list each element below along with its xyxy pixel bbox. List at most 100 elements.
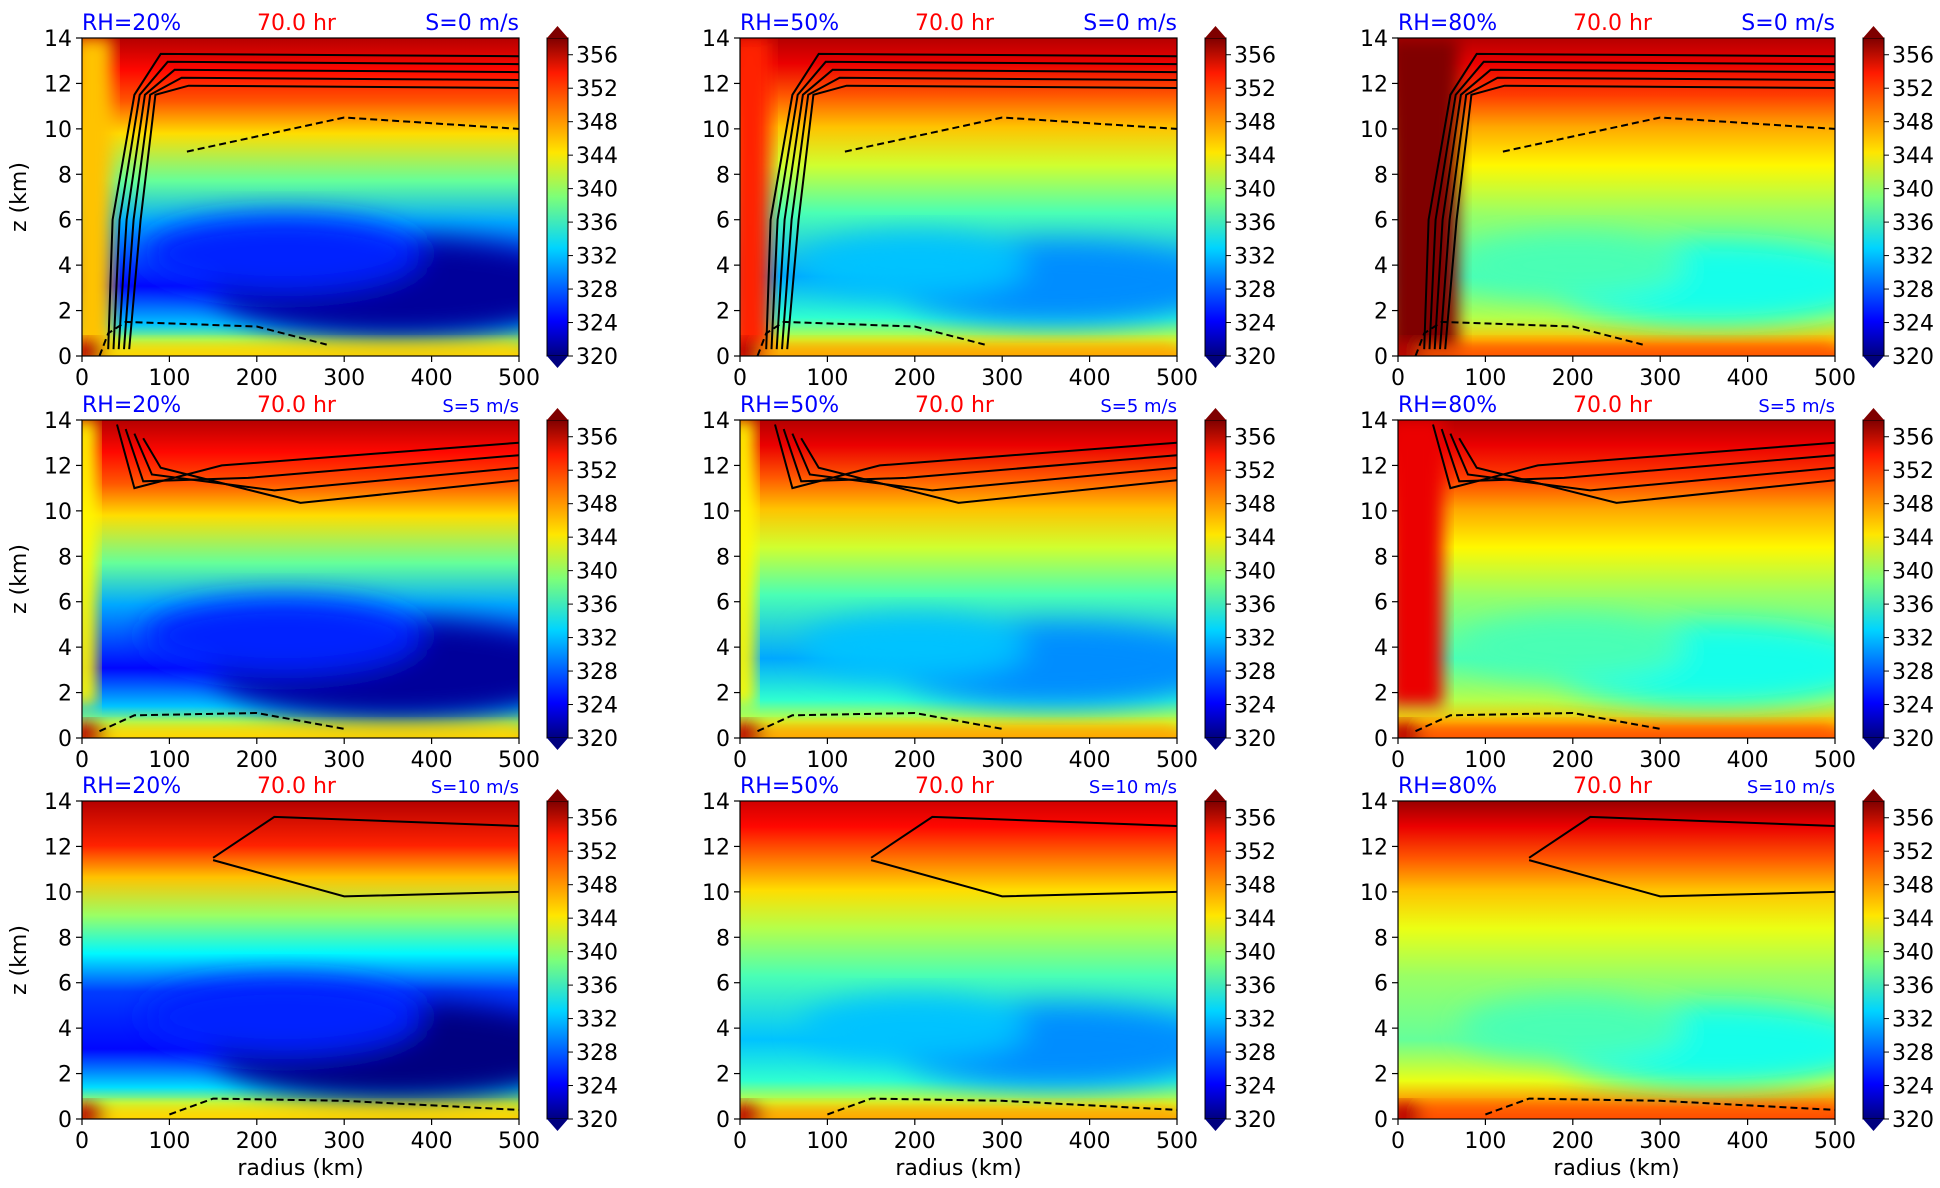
colorbar-tick-label: 348 bbox=[576, 493, 618, 518]
theta-e-field bbox=[82, 420, 519, 738]
y-tick-label: 0 bbox=[58, 345, 72, 370]
axes-frame bbox=[739, 37, 1178, 357]
x-tick-label: 500 bbox=[498, 1129, 540, 1154]
x-tick-label: 200 bbox=[1552, 366, 1594, 391]
y-tick-label: 10 bbox=[1360, 118, 1388, 143]
colorbar-tick-label: 344 bbox=[1892, 907, 1934, 932]
colorbar-tick-label: 332 bbox=[1234, 1008, 1276, 1033]
y-tick-label: 12 bbox=[702, 835, 730, 860]
y-tick-label: 8 bbox=[716, 926, 730, 951]
panel-rh80-s10: 0 100 200 300 400 500 0 2 4 6 8 10 12 14 RH=80% 70.0 hr… bbox=[1360, 774, 1934, 1181]
shear-label: S=0 m/s bbox=[1083, 11, 1177, 36]
theta-e-field bbox=[1398, 420, 1835, 738]
y-tick-label: 6 bbox=[58, 591, 72, 616]
colorbar-tick-label: 344 bbox=[1234, 526, 1276, 551]
panel-rh50-s10: 0 100 200 300 400 500 0 2 4 6 8 10 12 14 RH=50% 70.0 hr… bbox=[702, 774, 1276, 1181]
colorbar-tick-label: 348 bbox=[1892, 111, 1934, 136]
shear-label: S=0 m/s bbox=[425, 11, 519, 36]
x-tick-label: 500 bbox=[1814, 748, 1856, 773]
rh-label: RH=50% bbox=[740, 11, 839, 36]
x-tick-label: 300 bbox=[1639, 1129, 1681, 1154]
colorbar-tick-label: 328 bbox=[1234, 1041, 1276, 1066]
colorbar-tick-label: 320 bbox=[1892, 345, 1934, 370]
colorbar-tick-label: 344 bbox=[1234, 907, 1276, 932]
x-tick-label: 400 bbox=[1069, 366, 1111, 391]
x-tick-label: 200 bbox=[1552, 1129, 1594, 1154]
colorbar-tick-label: 340 bbox=[1234, 941, 1276, 966]
y-tick-label: 8 bbox=[716, 545, 730, 570]
y-tick-label: 14 bbox=[44, 790, 72, 815]
theta-e-field bbox=[1398, 801, 1835, 1119]
x-tick-label: 200 bbox=[1552, 748, 1594, 773]
x-tick-label: 300 bbox=[981, 748, 1023, 773]
colorbar-extend-max bbox=[1863, 26, 1884, 38]
x-tick-label: 200 bbox=[236, 366, 278, 391]
x-tick-label: 100 bbox=[806, 366, 848, 391]
contour-lines bbox=[756, 52, 1177, 356]
colorbar-tick-label: 328 bbox=[1234, 278, 1276, 303]
colorbar-tick-label: 336 bbox=[1234, 974, 1276, 999]
colorbar-tick-label: 348 bbox=[1234, 874, 1276, 899]
x-tick-label: 400 bbox=[1727, 366, 1769, 391]
y-tick-label: 14 bbox=[1360, 409, 1388, 434]
colorbar-tick-label: 344 bbox=[576, 526, 618, 551]
time-label: 70.0 hr bbox=[1573, 774, 1653, 799]
y-tick-label: 2 bbox=[716, 1063, 730, 1088]
y-tick-label: 0 bbox=[1374, 1108, 1388, 1133]
colorbar-tick-label: 356 bbox=[1892, 426, 1934, 451]
colorbar-tick-label: 352 bbox=[576, 77, 618, 102]
colorbar-tick-label: 344 bbox=[576, 144, 618, 169]
colorbar-tick-label: 320 bbox=[576, 727, 618, 752]
panel-rh20-s0: 0 100 200 300 400 500 0 2 4 6 8 10 12 14 RH=20% 70.0 hr… bbox=[7, 11, 618, 391]
x-axis-label: radius (km) bbox=[237, 1156, 363, 1181]
y-tick-label: 12 bbox=[44, 454, 72, 479]
colorbar-tick-label: 332 bbox=[1892, 627, 1934, 652]
shear-label: S=10 m/s bbox=[1747, 777, 1835, 798]
axes-frame bbox=[739, 419, 1178, 739]
colorbar-tick-label: 332 bbox=[1234, 245, 1276, 270]
x-tick-label: 400 bbox=[1727, 1129, 1769, 1154]
x-axis-label: radius (km) bbox=[895, 1156, 1021, 1181]
x-tick-label: 200 bbox=[894, 748, 936, 773]
y-tick-label: 10 bbox=[44, 500, 72, 525]
colorbar-tick-label: 356 bbox=[576, 426, 618, 451]
y-tick-label: 4 bbox=[1374, 254, 1388, 279]
x-tick-label: 0 bbox=[733, 366, 747, 391]
theta-e-field bbox=[740, 38, 1177, 356]
y-tick-label: 4 bbox=[58, 1017, 72, 1042]
x-tick-label: 300 bbox=[981, 1129, 1023, 1154]
colorbar-tick-label: 324 bbox=[1234, 312, 1276, 337]
colorbar-extend-min bbox=[547, 356, 568, 368]
panel-rh20-s10: 0 100 200 300 400 500 0 2 4 6 8 10 12 14 RH=20% 70.0 hr… bbox=[7, 774, 618, 1181]
y-tick-label: 2 bbox=[1374, 682, 1388, 707]
y-tick-label: 0 bbox=[58, 1108, 72, 1133]
colorbar-tick-label: 340 bbox=[576, 941, 618, 966]
y-tick-label: 8 bbox=[58, 163, 72, 188]
y-tick-label: 12 bbox=[702, 454, 730, 479]
colorbar-extend-max bbox=[1205, 408, 1226, 420]
contour-lines bbox=[1414, 52, 1835, 356]
x-tick-label: 0 bbox=[75, 366, 89, 391]
time-label: 70.0 hr bbox=[1573, 11, 1653, 36]
colorbar-tick-label: 352 bbox=[576, 840, 618, 865]
time-label: 70.0 hr bbox=[915, 11, 995, 36]
x-tick-label: 300 bbox=[323, 366, 365, 391]
x-tick-label: 200 bbox=[236, 1129, 278, 1154]
x-tick-label: 0 bbox=[1391, 1129, 1405, 1154]
colorbar-tick-label: 328 bbox=[1234, 660, 1276, 685]
x-tick-label: 100 bbox=[806, 1129, 848, 1154]
shear-label: S=10 m/s bbox=[1089, 777, 1177, 798]
shear-label: S=0 m/s bbox=[1741, 11, 1835, 36]
time-label: 70.0 hr bbox=[915, 774, 995, 799]
colorbar: 356 352 348 344 340 336 332 328 324 320 bbox=[546, 26, 618, 370]
x-tick-label: 0 bbox=[1391, 748, 1405, 773]
colorbar-tick-label: 320 bbox=[1892, 1108, 1934, 1133]
y-tick-label: 4 bbox=[58, 636, 72, 661]
y-tick-label: 6 bbox=[716, 591, 730, 616]
y-tick-label: 14 bbox=[1360, 27, 1388, 52]
colorbar-tick-label: 336 bbox=[576, 211, 618, 236]
y-tick-label: 6 bbox=[716, 972, 730, 997]
colorbar-extend-min bbox=[1863, 738, 1884, 750]
x-tick-label: 100 bbox=[148, 748, 190, 773]
y-tick-label: 2 bbox=[716, 682, 730, 707]
